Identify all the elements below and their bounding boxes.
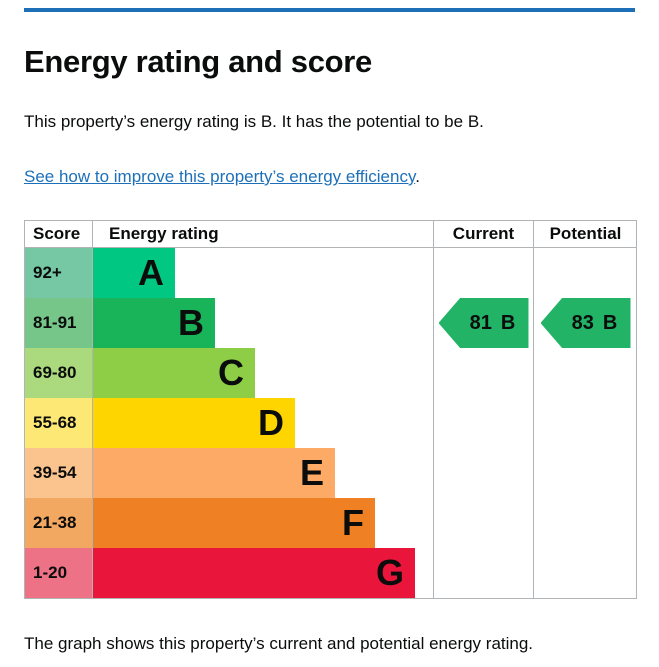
- potential-score: 83: [571, 311, 594, 334]
- potential-rating-arrow: 83 B: [540, 298, 631, 348]
- graph-description-text: The graph shows this property’s current …: [24, 634, 534, 653]
- current-cell-a: [434, 248, 534, 298]
- band-letter-f: F: [342, 502, 364, 543]
- energy-rating-chart: Score Energy rating Current Potential 92…: [24, 220, 637, 599]
- band-bar-cell-c: C: [93, 348, 434, 398]
- section-divider-rule: [24, 8, 635, 12]
- current-cell-c: [434, 348, 534, 398]
- score-range-b: 81-91: [25, 298, 93, 348]
- band-bar-cell-g: G: [93, 548, 434, 598]
- band-letter-b: B: [178, 302, 204, 343]
- band-bar-cell-e: E: [93, 448, 434, 498]
- band-bar-g: G: [93, 548, 415, 598]
- band-bar-cell-f: F: [93, 498, 434, 548]
- current-score: 81: [469, 311, 492, 334]
- current-cell-f: [434, 498, 534, 548]
- potential-cell-d: [534, 398, 637, 448]
- page: Energy rating and score This property’s …: [0, 8, 659, 667]
- potential-cell-e: [534, 448, 637, 498]
- potential-letter: B: [602, 311, 618, 334]
- column-header-score: Score: [25, 221, 93, 248]
- band-bar-cell-d: D: [93, 398, 434, 448]
- band-bar-a: A: [93, 248, 175, 298]
- score-range-a: 92+: [25, 248, 93, 298]
- potential-cell-b: 83 B: [534, 298, 637, 348]
- current-cell-g: [434, 548, 534, 598]
- band-letter-c: C: [218, 352, 244, 393]
- potential-cell-a: [534, 248, 637, 298]
- page-title: Energy rating and score: [24, 44, 372, 79]
- current-cell-b: 81 B: [434, 298, 534, 348]
- column-header-current: Current: [434, 221, 534, 248]
- band-bar-cell-a: A: [93, 248, 434, 298]
- band-bar-cell-b: B: [93, 298, 434, 348]
- current-rating-arrow: 81 B: [438, 298, 529, 348]
- column-header-potential: Potential: [534, 221, 637, 248]
- band-bar-d: D: [93, 398, 295, 448]
- band-letter-e: E: [299, 452, 324, 493]
- score-range-c: 69-80: [25, 348, 93, 398]
- current-cell-e: [434, 448, 534, 498]
- score-range-e: 39-54: [25, 448, 93, 498]
- band-letter-d: D: [258, 402, 284, 443]
- link-suffix: .: [415, 167, 420, 186]
- current-cell-d: [434, 398, 534, 448]
- potential-cell-g: [534, 548, 637, 598]
- improve-efficiency-link[interactable]: See how to improve this property’s energ…: [24, 167, 416, 186]
- score-range-g: 1-20: [25, 548, 93, 598]
- band-bar-e: E: [93, 448, 335, 498]
- band-bar-b: B: [93, 298, 215, 348]
- current-letter: B: [500, 311, 516, 334]
- band-letter-g: G: [375, 552, 404, 593]
- score-range-f: 21-38: [25, 498, 93, 548]
- potential-cell-f: [534, 498, 637, 548]
- band-letter-a: A: [138, 252, 164, 293]
- band-bar-c: C: [93, 348, 255, 398]
- column-header-rating: Energy rating: [93, 221, 434, 248]
- rating-summary-text: This property’s energy rating is B. It h…: [24, 112, 484, 131]
- score-range-d: 55-68: [25, 398, 93, 448]
- band-bar-f: F: [93, 498, 375, 548]
- improve-link-line: See how to improve this property’s energ…: [24, 164, 635, 189]
- potential-cell-c: [534, 348, 637, 398]
